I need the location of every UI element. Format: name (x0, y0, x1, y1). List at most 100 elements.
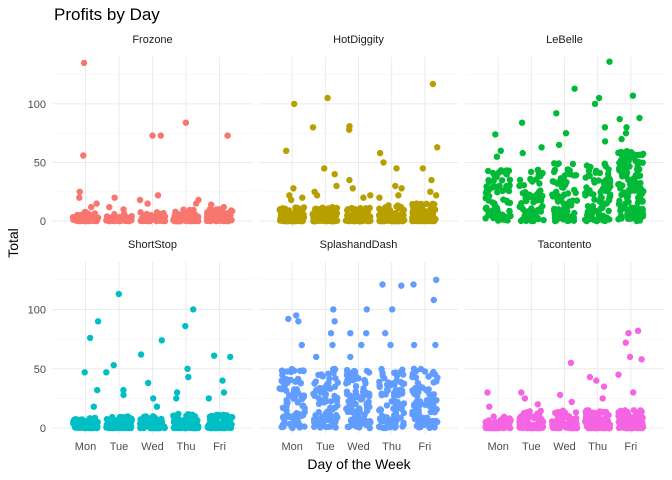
data-point (620, 205, 627, 212)
data-point (568, 398, 575, 406)
data-point (219, 217, 226, 224)
data-point (334, 402, 341, 409)
data-point (600, 424, 607, 432)
data-point (352, 383, 360, 390)
data-point (490, 214, 497, 222)
data-point (154, 213, 162, 220)
data-point (363, 407, 371, 415)
x-axis-title: Day of the Week (307, 456, 411, 472)
data-point (622, 130, 630, 137)
data-point (158, 337, 165, 344)
data-point (534, 167, 541, 174)
data-point (322, 215, 329, 222)
data-point (400, 409, 408, 417)
data-point (534, 401, 541, 408)
data-point (517, 413, 525, 420)
data-point (600, 383, 608, 390)
data-point (170, 215, 178, 222)
data-point (410, 365, 418, 372)
data-point (583, 184, 590, 191)
x-tick-label-mon: Mon (75, 441, 96, 453)
data-point (91, 217, 98, 224)
data-point (106, 203, 113, 211)
data-point (381, 375, 388, 382)
data-point (530, 199, 537, 206)
data-point (347, 330, 354, 337)
y-tick-label: 0 (40, 423, 46, 435)
data-point (115, 290, 123, 298)
facet-label-frozone: Frozone (132, 34, 172, 46)
data-point (397, 401, 404, 409)
data-point (636, 114, 643, 122)
data-point (325, 370, 332, 377)
data-point (387, 341, 394, 349)
data-point (317, 207, 325, 214)
data-point (430, 391, 437, 398)
data-point (427, 188, 434, 195)
y-tick-label: 50 (34, 158, 46, 170)
data-point (432, 341, 439, 349)
data-point (317, 424, 324, 431)
data-point (329, 341, 336, 349)
data-point (588, 424, 595, 432)
data-point (207, 217, 214, 225)
data-point (301, 423, 308, 430)
data-point (506, 176, 514, 183)
data-point (182, 210, 189, 218)
data-point (528, 217, 535, 225)
data-point (149, 413, 157, 420)
data-point (616, 417, 623, 425)
data-point (220, 389, 228, 396)
data-point (390, 405, 397, 412)
data-point (390, 215, 397, 223)
data-point (321, 165, 328, 172)
data-point (376, 407, 383, 414)
data-point (605, 207, 612, 215)
data-point (136, 196, 144, 204)
data-point (639, 197, 646, 204)
data-point (632, 171, 639, 179)
data-point (173, 395, 180, 402)
data-point (400, 371, 407, 378)
data-point (550, 168, 558, 176)
data-point (285, 315, 292, 323)
data-point (489, 184, 496, 191)
data-point (190, 306, 197, 313)
data-point (147, 424, 154, 432)
data-point (433, 397, 440, 404)
data-point (630, 407, 638, 414)
data-point (415, 416, 422, 424)
data-point (386, 380, 393, 388)
data-point (627, 206, 634, 214)
data-point (346, 176, 353, 184)
data-point (637, 189, 644, 196)
data-point (208, 415, 215, 422)
data-point (300, 392, 308, 399)
data-point (333, 211, 340, 218)
data-point (635, 205, 643, 213)
data-point (103, 213, 111, 220)
data-point (628, 424, 635, 432)
data-point (397, 414, 404, 421)
data-point (355, 206, 363, 214)
data-point (520, 206, 527, 213)
data-point (560, 175, 567, 182)
data-point (391, 369, 398, 376)
data-point (571, 424, 579, 431)
data-point (156, 422, 163, 429)
data-point (224, 132, 231, 139)
data-point (392, 423, 399, 430)
data-point (429, 80, 437, 88)
data-point (221, 415, 229, 423)
data-point (220, 203, 227, 211)
points-hotdiggity (276, 80, 441, 225)
points-lebelle (482, 58, 647, 225)
data-point (490, 177, 497, 184)
data-point (555, 422, 562, 429)
data-point (379, 217, 387, 224)
data-point (569, 160, 577, 168)
data-point (278, 377, 285, 384)
data-point (293, 312, 300, 319)
data-point (399, 380, 406, 387)
